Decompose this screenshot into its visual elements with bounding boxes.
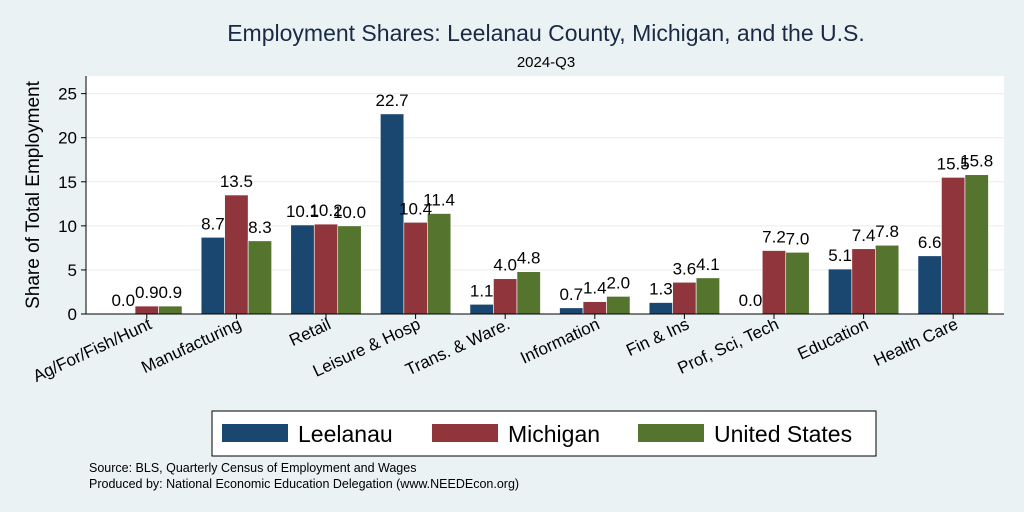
category-label: Education	[795, 314, 872, 363]
bar	[917, 255, 942, 315]
source-line-2: Produced by: National Economic Education…	[89, 477, 519, 491]
bar	[313, 223, 339, 315]
bar	[403, 222, 428, 315]
category-label: Prof, Sci, Tech	[675, 314, 782, 377]
data-label: 15.5	[937, 154, 970, 173]
bar	[695, 277, 720, 315]
y-tick-label: 20	[58, 129, 77, 148]
data-label: 0.9	[158, 283, 182, 302]
bar	[134, 305, 159, 315]
chart-title: Employment Shares: Leelanau County, Mich…	[227, 20, 865, 46]
y-tick-label: 15	[58, 173, 77, 192]
bars	[134, 113, 989, 315]
data-label: 1.4	[583, 279, 607, 298]
bar	[469, 304, 494, 315]
data-label: 7.2	[762, 228, 786, 247]
bar	[582, 301, 607, 315]
legend-label-leelanau: Leelanau	[298, 421, 393, 447]
bar	[337, 225, 362, 315]
y-axis-ticks: 0 5 10 15 20 25	[58, 85, 86, 324]
data-label: 10.0	[333, 203, 366, 222]
bar	[224, 194, 249, 315]
bar	[158, 305, 183, 315]
category-label: Fin & Ins	[623, 314, 692, 360]
bar	[493, 278, 518, 315]
data-label: 2.0	[606, 273, 630, 292]
data-label: 7.0	[786, 229, 810, 248]
data-labels: 0.0 0.9 0.98.713.58.310.110.210.022.710.41…	[111, 91, 993, 310]
data-label: 13.5	[220, 172, 253, 191]
y-axis-label: Share of Total Employment	[23, 80, 44, 308]
bar	[941, 177, 966, 315]
data-label: 0.7	[559, 285, 583, 304]
legend-label-michigan: Michigan	[508, 421, 600, 447]
legend-swatch-leelanau	[222, 424, 288, 442]
data-label: 11.4	[423, 191, 455, 210]
data-label: 8.7	[201, 214, 225, 233]
legend-swatch-michigan	[432, 424, 498, 442]
bar	[559, 307, 584, 315]
bar	[290, 224, 315, 315]
bar	[672, 281, 697, 315]
data-label: 4.0	[493, 256, 517, 275]
category-label: Health Care	[871, 314, 961, 370]
y-tick-label: 0	[68, 305, 77, 324]
data-label: 7.4	[852, 226, 876, 245]
data-label: 22.7	[376, 91, 409, 110]
data-label: 10.2	[309, 201, 342, 220]
bar	[427, 213, 452, 315]
data-label: 1.3	[649, 280, 673, 299]
bar	[875, 244, 900, 315]
data-label: 3.6	[673, 259, 697, 278]
data-label: 5.1	[828, 246, 852, 265]
data-label: 6.6	[918, 233, 942, 252]
data-label: 4.8	[517, 249, 541, 268]
data-label: 4.1	[696, 255, 720, 274]
y-tick-label: 25	[58, 85, 77, 104]
legend-label-united-states: United States	[714, 421, 852, 447]
bar	[200, 237, 225, 315]
bar	[648, 302, 673, 315]
category-label: Information	[517, 314, 602, 367]
bar	[828, 268, 853, 315]
data-label: 8.3	[248, 218, 272, 237]
legend-swatch-united-states	[638, 424, 704, 442]
data-label: 10.1	[286, 202, 319, 221]
data-label: 10.4	[399, 199, 432, 218]
category-label: Ag/For/Fish/Hunt	[30, 314, 155, 386]
data-label: 7.8	[875, 222, 899, 241]
data-label: 15.8	[960, 152, 993, 171]
bar	[516, 271, 541, 315]
y-tick-label: 5	[68, 261, 77, 280]
data-label: 0.0	[111, 291, 135, 310]
legend-box	[211, 410, 877, 457]
legend: Leelanau Michigan United States	[211, 410, 877, 457]
category-label: Manufacturing	[138, 314, 244, 377]
data-label: 1.1	[470, 281, 494, 300]
category-label: Retail	[286, 314, 333, 350]
bar	[606, 296, 631, 315]
bar	[247, 240, 272, 315]
data-label: 0.9	[135, 283, 159, 302]
bar	[851, 248, 876, 315]
bar	[761, 250, 787, 315]
source-line-1: Source: BLS, Quarterly Census of Employm…	[89, 461, 416, 475]
chart-subtitle: 2024-Q3	[517, 54, 575, 71]
y-tick-label: 10	[58, 217, 77, 236]
bar	[964, 174, 989, 315]
data-label: 0.0	[739, 291, 763, 310]
bar	[785, 251, 810, 315]
